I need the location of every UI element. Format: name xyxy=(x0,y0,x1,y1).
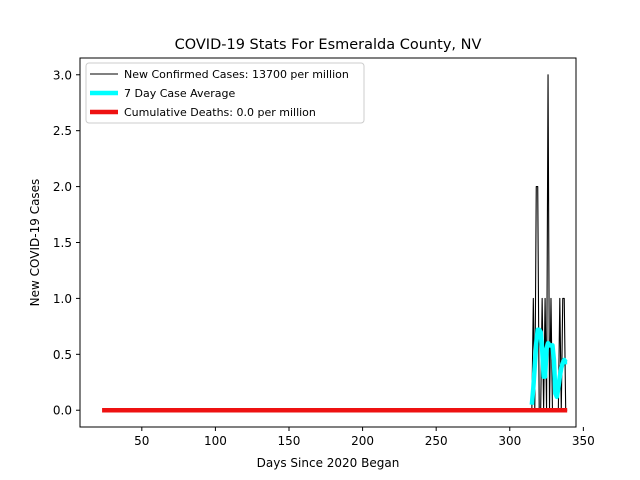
x-tick-label: 350 xyxy=(572,434,595,448)
plot-area xyxy=(102,74,568,413)
y-tick-label: 0.0 xyxy=(53,404,72,418)
legend-label: Cumulative Deaths: 0.0 per million xyxy=(124,106,316,119)
y-tick-label: 2.0 xyxy=(53,180,72,194)
x-axis-label: Days Since 2020 Began xyxy=(257,456,400,470)
x-axis: 50 100 150 200 250 300 350 xyxy=(134,427,595,448)
x-tick-label: 50 xyxy=(134,434,149,448)
x-tick-label: 100 xyxy=(204,434,227,448)
legend-label: 7 Day Case Average xyxy=(124,87,236,100)
y-tick-label: 3.0 xyxy=(53,68,72,82)
y-axis: 0.0 0.5 1.0 1.5 2.0 2.5 3.0 xyxy=(53,68,80,418)
chart-title: COVID-19 Stats For Esmeralda County, NV xyxy=(175,37,482,53)
legend-box xyxy=(85,62,365,124)
x-tick-label: 150 xyxy=(278,434,301,448)
x-tick-label: 250 xyxy=(425,434,448,448)
series-line-1 xyxy=(529,327,568,405)
y-tick-label: 1.0 xyxy=(53,292,72,306)
legend-label: New Confirmed Cases: 13700 per million xyxy=(124,68,349,81)
x-tick-label: 200 xyxy=(351,434,374,448)
y-tick-label: 2.5 xyxy=(53,124,72,138)
x-tick-label: 300 xyxy=(498,434,521,448)
y-tick-label: 0.5 xyxy=(53,348,72,362)
y-axis-label: New COVID-19 Cases xyxy=(28,179,42,307)
legend: New Confirmed Cases: 13700 per million 7 … xyxy=(85,62,365,124)
y-tick-label: 1.5 xyxy=(53,236,72,250)
